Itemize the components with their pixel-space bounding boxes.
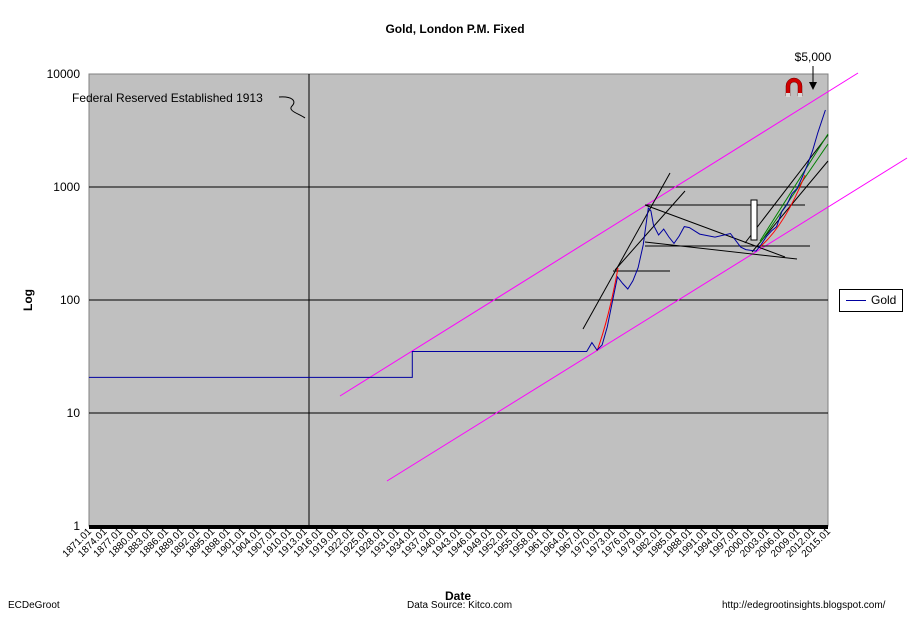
legend-label-gold: Gold: [871, 293, 897, 307]
y-tick-label: 1: [73, 519, 80, 533]
trend-line-4: [644, 204, 786, 258]
trend-line-8: [744, 134, 829, 244]
channel-lower-line: [386, 157, 908, 482]
footer-url: http://edegrootinsights.blogspot.com/: [722, 600, 886, 611]
legend: Gold: [839, 289, 903, 312]
y-tick-label: 100: [60, 293, 80, 307]
gridlines: [89, 186, 828, 414]
y-tick-label: 10: [67, 406, 81, 420]
trend-line-1: [582, 172, 671, 330]
target-price-label: $5,000: [795, 50, 832, 64]
trend-curve-red-2: [759, 174, 806, 248]
y-tick-label: 10000: [47, 67, 81, 81]
trend-line-2: [614, 190, 686, 271]
footer-author: ECDeGroot: [8, 600, 60, 611]
down-arrow-icon: [809, 66, 817, 90]
trend-lines: [339, 72, 908, 482]
x-axis-label: Date: [445, 589, 471, 603]
highlight-bar: [750, 199, 758, 241]
fed-reserve-leader: [278, 96, 306, 119]
y-tick-label: 1000: [53, 180, 80, 194]
trend-curve-red-1: [596, 267, 619, 352]
trend-line-green-2: [759, 143, 829, 244]
trend-line-7: [644, 241, 798, 260]
gold-series-line: [88, 109, 826, 378]
channel-upper-line: [339, 72, 859, 397]
y-axis-label: Log: [21, 289, 35, 311]
trend-line-green-1: [759, 133, 829, 242]
y-axis-ticks: 1 10 100 1000 10000: [47, 67, 81, 533]
chart-title: Gold, London P.M. Fixed: [385, 22, 524, 36]
legend-swatch-gold: [846, 300, 866, 301]
fed-reserve-annotation: Federal Reserved Established 1913: [72, 91, 263, 105]
x-axis-ticks: 1871.011874.011877.011880.011883.011886.…: [61, 526, 834, 560]
footer-source: Data Source: Kitco.com: [407, 600, 513, 611]
